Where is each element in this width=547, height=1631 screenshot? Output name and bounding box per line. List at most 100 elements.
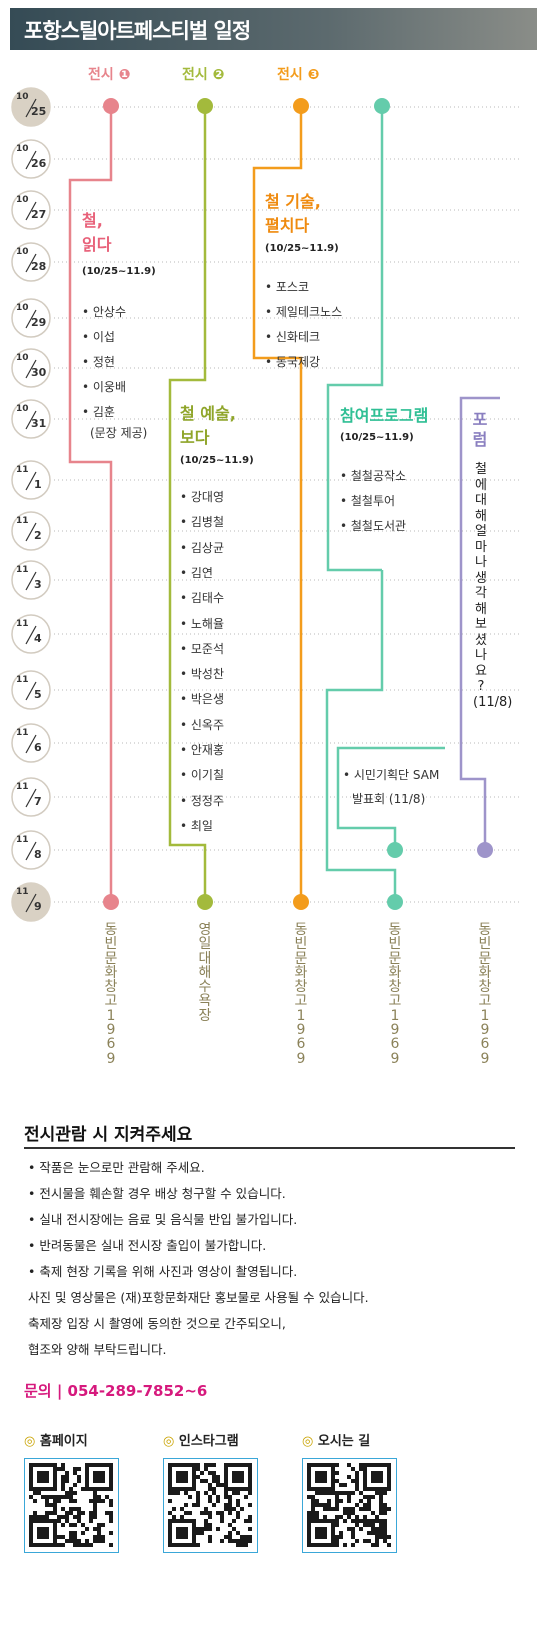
qr-module: [192, 1539, 196, 1543]
qr-module: [307, 1479, 311, 1483]
qr-module: [307, 1483, 311, 1487]
qr-module: [248, 1487, 252, 1491]
qr-module: [37, 1475, 41, 1479]
qr-module: [212, 1487, 216, 1491]
qr-module: [196, 1495, 200, 1499]
qr-module: [319, 1471, 323, 1475]
qr-module: [200, 1531, 204, 1535]
qr-module: [176, 1543, 180, 1547]
qr-module: [355, 1471, 359, 1475]
qr-module: [375, 1531, 379, 1535]
qr-module: [168, 1463, 172, 1467]
qr-module: [97, 1539, 101, 1543]
qr-module: [180, 1543, 184, 1547]
qr-module: [351, 1531, 355, 1535]
qr-module: [367, 1519, 371, 1523]
qr-module: [109, 1515, 113, 1519]
date-month: 10: [16, 92, 29, 102]
exhibition-2-date: (10/25~11.9): [180, 455, 254, 466]
qr-module: [204, 1511, 208, 1515]
program-title: 참여프로그램: [340, 406, 429, 425]
qr-module: [97, 1527, 101, 1531]
column-header-exhibition-3: 전시 ❸: [277, 67, 320, 83]
qr-module: [379, 1471, 383, 1475]
qr-module: [216, 1479, 220, 1483]
qr-module: [61, 1515, 65, 1519]
qr-label-instagram: ◎ 인스타그램: [163, 1430, 239, 1449]
qr-module: [61, 1475, 65, 1479]
qr-module: [363, 1515, 367, 1519]
date-slash: [25, 681, 37, 701]
qr-module: [77, 1519, 81, 1523]
date-month: 11: [16, 835, 29, 845]
exhibition-3-company: • 제일테크노스: [265, 305, 343, 319]
qr-module: [168, 1539, 172, 1543]
date-month: 10: [16, 404, 29, 414]
qr-module: [351, 1479, 355, 1483]
qr-module: [224, 1491, 228, 1495]
qr-module: [77, 1479, 81, 1483]
qr-module: [53, 1479, 57, 1483]
qr-module: [93, 1463, 97, 1467]
qr-code-homepage[interactable]: [24, 1458, 119, 1553]
qr-module: [363, 1507, 367, 1511]
qr-module: [192, 1487, 196, 1491]
qr-module: [97, 1471, 101, 1475]
qr-module: [367, 1463, 371, 1467]
qr-module: [168, 1499, 172, 1503]
qr-module: [224, 1503, 228, 1507]
qr-module: [343, 1519, 347, 1523]
qr-module: [45, 1515, 49, 1519]
qr-module: [375, 1491, 379, 1495]
qr-module: [81, 1531, 85, 1535]
date-day: 2: [34, 529, 42, 542]
qr-module: [319, 1519, 323, 1523]
qr-module: [311, 1515, 315, 1519]
qr-code-instagram[interactable]: [163, 1458, 258, 1553]
qr-module: [319, 1527, 323, 1531]
qr-module: [45, 1479, 49, 1483]
qr-module: [331, 1539, 335, 1543]
exhibition-1-artist: • 이섭: [82, 330, 115, 344]
qr-module: [387, 1483, 391, 1487]
qr-module: [29, 1531, 33, 1535]
qr-module: [61, 1463, 65, 1467]
qr-module: [93, 1511, 97, 1515]
qr-module: [311, 1511, 315, 1515]
date-day: 27: [31, 208, 47, 221]
qr-module: [355, 1539, 359, 1543]
qr-module: [49, 1495, 53, 1499]
qr-module: [105, 1487, 109, 1491]
date-month: 10: [16, 195, 29, 205]
citizen-event-title: • 시민기획단 SAM: [343, 768, 440, 782]
qr-module: [363, 1487, 367, 1491]
qr-module: [375, 1543, 379, 1547]
exhibition-1-line: [68, 106, 113, 902]
qr-module: [359, 1507, 363, 1511]
qr-module: [208, 1463, 212, 1467]
qr-module: [319, 1535, 323, 1539]
notice-item: • 반려동물은 실내 전시장 출입이 불가합니다.: [28, 1238, 267, 1253]
qr-module: [184, 1519, 188, 1523]
qr-module: [355, 1515, 359, 1519]
qr-module: [184, 1503, 188, 1507]
qr-module: [184, 1527, 188, 1531]
qr-module: [180, 1531, 184, 1535]
exhibition-2-artist: • 김태수: [180, 591, 225, 606]
qr-label-text: 홈페이지: [39, 1434, 88, 1449]
qr-module: [379, 1475, 383, 1479]
qr-module: [232, 1539, 236, 1543]
qr-module: [367, 1495, 371, 1499]
qr-module: [371, 1527, 375, 1531]
qr-module: [73, 1471, 77, 1475]
qr-module: [347, 1511, 351, 1515]
citizen-line: [336, 746, 445, 850]
qr-module: [315, 1531, 319, 1535]
date-month: 11: [16, 887, 29, 897]
qr-module: [192, 1503, 196, 1507]
qr-module: [367, 1499, 371, 1503]
qr-code-directions[interactable]: [302, 1458, 397, 1553]
qr-module: [375, 1535, 379, 1539]
qr-module: [327, 1503, 331, 1507]
qr-module: [212, 1471, 216, 1475]
